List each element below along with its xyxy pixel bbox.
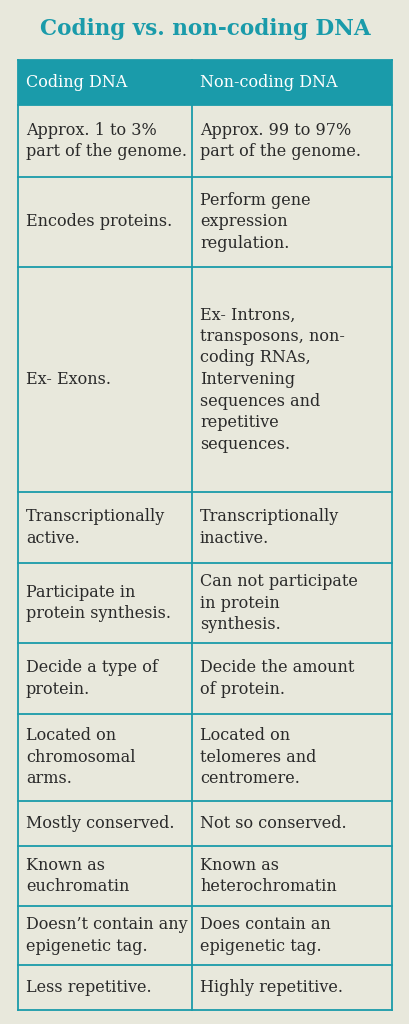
Text: Decide a type of
protein.: Decide a type of protein. — [26, 659, 157, 697]
Text: Does contain an
epigenetic tag.: Does contain an epigenetic tag. — [200, 916, 330, 954]
Text: Can not participate
in protein
synthesis.: Can not participate in protein synthesis… — [200, 573, 357, 633]
Text: Non-coding DNA: Non-coding DNA — [200, 74, 337, 91]
Bar — [18, 643, 191, 714]
Text: Located on
chromosomal
arms.: Located on chromosomal arms. — [26, 727, 135, 787]
Bar — [18, 176, 191, 267]
Bar — [18, 906, 191, 965]
Text: Ex- Exons.: Ex- Exons. — [26, 371, 111, 388]
Text: Highly repetitive.: Highly repetitive. — [200, 979, 342, 995]
Text: Doesn’t contain any
epigenetic tag.: Doesn’t contain any epigenetic tag. — [26, 916, 187, 954]
Bar — [18, 105, 191, 176]
Text: Perform gene
expression
regulation.: Perform gene expression regulation. — [200, 191, 310, 252]
Bar — [191, 906, 391, 965]
Bar — [191, 176, 391, 267]
Bar — [191, 492, 391, 563]
Text: Not so conserved.: Not so conserved. — [200, 815, 346, 831]
Bar — [18, 267, 191, 492]
Text: Approx. 1 to 3%
part of the genome.: Approx. 1 to 3% part of the genome. — [26, 122, 187, 160]
Bar — [18, 492, 191, 563]
Bar — [191, 714, 391, 801]
Text: Coding vs. non-coding DNA: Coding vs. non-coding DNA — [40, 18, 369, 40]
Bar — [191, 643, 391, 714]
Bar — [18, 801, 191, 846]
Bar — [18, 60, 191, 105]
Text: Ex- Introns,
transposons, non-
coding RNAs,
Intervening
sequences and
repetitive: Ex- Introns, transposons, non- coding RN… — [200, 306, 344, 453]
Bar — [18, 714, 191, 801]
Text: Mostly conserved.: Mostly conserved. — [26, 815, 174, 831]
Text: Participate in
protein synthesis.: Participate in protein synthesis. — [26, 584, 171, 623]
Text: Approx. 99 to 97%
part of the genome.: Approx. 99 to 97% part of the genome. — [200, 122, 360, 160]
Bar — [191, 105, 391, 176]
Bar — [191, 563, 391, 643]
Bar — [191, 846, 391, 906]
Text: Less repetitive.: Less repetitive. — [26, 979, 151, 995]
Text: Known as
euchromatin: Known as euchromatin — [26, 857, 129, 895]
Bar — [191, 267, 391, 492]
Bar — [18, 563, 191, 643]
Text: Known as
heterochromatin: Known as heterochromatin — [200, 857, 336, 895]
Bar — [191, 801, 391, 846]
Bar — [18, 846, 191, 906]
Bar — [191, 60, 391, 105]
Bar — [191, 965, 391, 1010]
Bar — [18, 965, 191, 1010]
Text: Encodes proteins.: Encodes proteins. — [26, 213, 172, 230]
Text: Coding DNA: Coding DNA — [26, 74, 127, 91]
Text: Located on
telomeres and
centromere.: Located on telomeres and centromere. — [200, 727, 315, 787]
Text: Transcriptionally
inactive.: Transcriptionally inactive. — [200, 508, 338, 547]
Text: Decide the amount
of protein.: Decide the amount of protein. — [200, 659, 353, 697]
Text: Transcriptionally
active.: Transcriptionally active. — [26, 508, 165, 547]
